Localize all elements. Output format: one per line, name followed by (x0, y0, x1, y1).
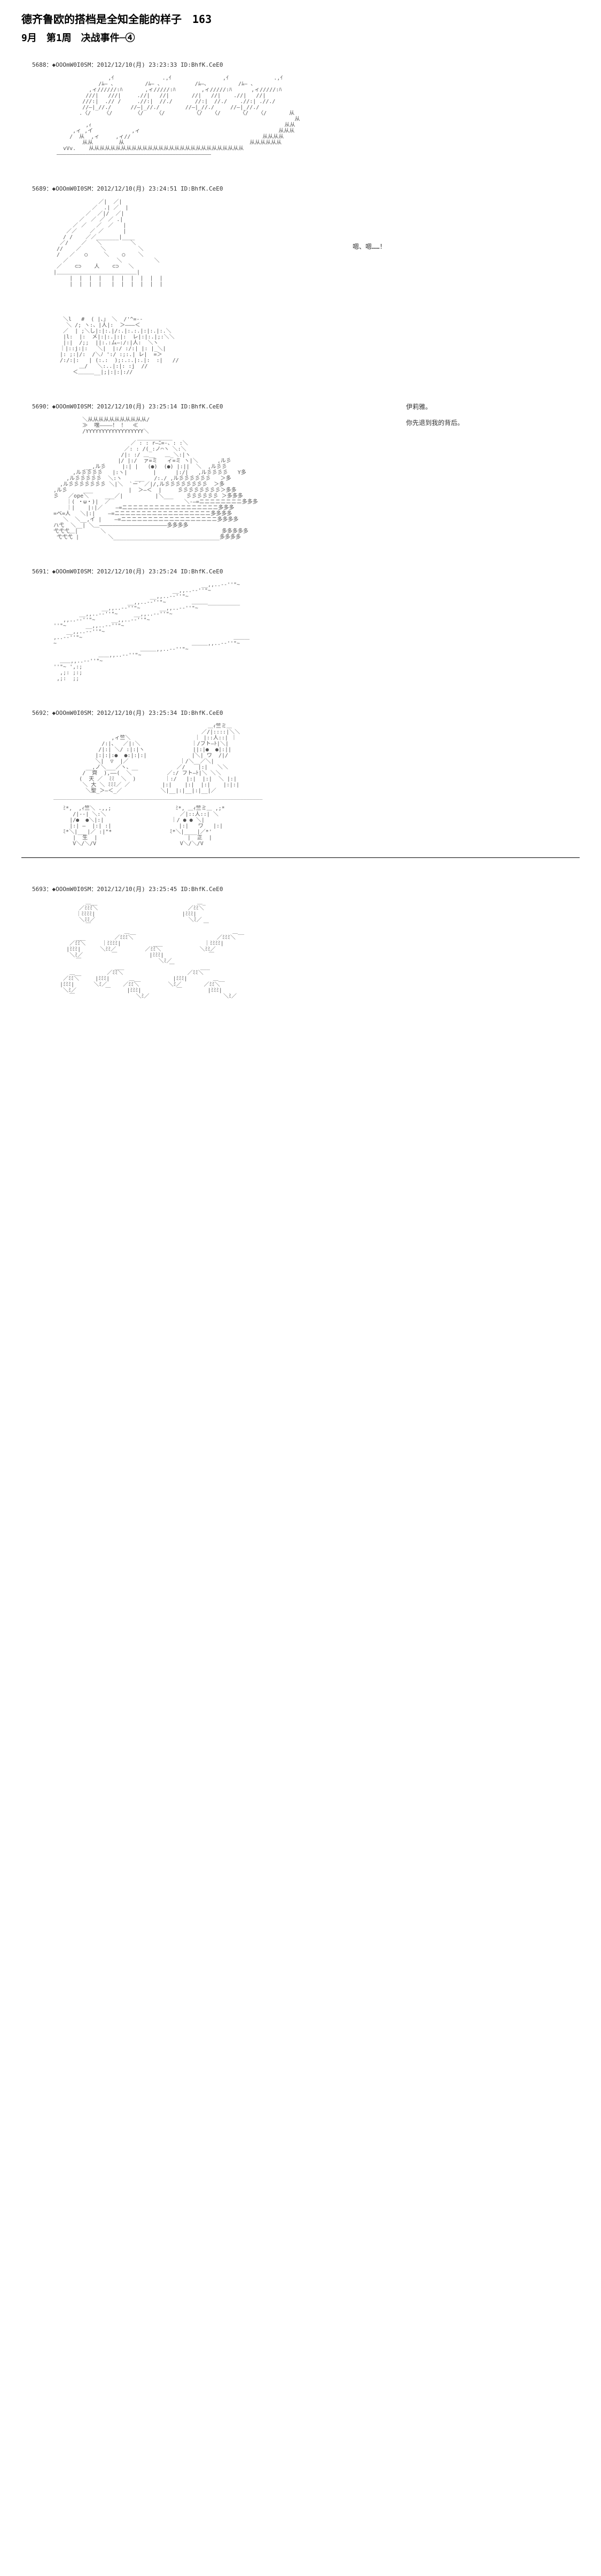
ascii-container: ／| ／| ／ .| ／ | ／ ／|/ ／| ／ ／ ／ ／ .| ／ ／ ／… (21, 199, 580, 375)
ascii-art: ＿ｨ竺ミ＿ ／/|::::|＼＼ ,ィ竺＼ ｜ |::人::| ｜ /:|、 ／… (21, 723, 580, 847)
ascii-art: __,,..-‐''"~ __,,..-‐''"~ __,,..-‐''"~ _… (21, 582, 580, 682)
ascii-container: __,,..-‐''"~ __,,..-‐''"~ __,,..-‐''"~ _… (21, 582, 580, 682)
post: 5692：◆OOOmW0I0SM：2012/12/10(月) 23:25:34 … (21, 708, 580, 858)
post: 5693：◆OOOmW0I0SM：2012/12/10(月) 23:25:45 … (21, 885, 580, 999)
post: 5690：◆OOOmW0I0SM：2012/12/10(月) 23:25:14 … (21, 402, 580, 540)
post: 5688：◆OOOmW0I0SM：2012/12/10(月) 23:23:33 … (21, 60, 580, 157)
ascii-container: ＿__ ＿_ ／ﾐﾐﾐ＼ ／ﾐﾐ＼ ｜ﾐﾐﾐﾐ| |ﾐﾐﾐ| ＼ﾐﾐ／ ＼ﾐ／ … (21, 900, 580, 999)
post: 5689：◆OOOmW0I0SM：2012/12/10(月) 23:24:51 … (21, 184, 580, 375)
ascii-art: ＼从从从从从从从从从从从/ ≫ 嘿――――！ ！ ≪ /YYYYYYYYYYYY… (21, 417, 580, 540)
post: 5691：◆OOOmW0I0SM：2012/12/10(月) 23:25:24 … (21, 567, 580, 682)
ascii-art: ＿__ ＿_ ／ﾐﾐﾐ＼ ／ﾐﾐ＼ ｜ﾐﾐﾐﾐ| |ﾐﾐﾐ| ＼ﾐﾐ／ ＼ﾐ／ … (21, 900, 580, 999)
ascii-art: ,ｲ .,ｲ ,ｲ .,ｲ /ﾑ― 、 /ﾑ― 、 /ﾑ―、 /ﾑ― 、 ,ィ/… (21, 75, 580, 157)
post-header: 5688：◆OOOmW0I0SM：2012/12/10(月) 23:23:33 … (21, 60, 580, 69)
post-header: 5690：◆OOOmW0I0SM：2012/12/10(月) 23:25:14 … (21, 402, 580, 411)
posts-container: 5688：◆OOOmW0I0SM：2012/12/10(月) 23:23:33 … (21, 60, 580, 999)
page-subtitle: 9月 第1周 决战事件─④ (21, 30, 580, 44)
ascii-container: ＼从从从从从从从从从从从/ ≫ 嘿――――！ ！ ≪ /YYYYYYYYYYYY… (21, 417, 580, 540)
divider-line (21, 857, 580, 858)
ascii-container: ＿ｨ竺ミ＿ ／/|::::|＼＼ ,ィ竺＼ ｜ |::人::| ｜ /:|、 ／… (21, 723, 580, 847)
ascii-container: ,ｲ .,ｲ ,ｲ .,ｲ /ﾑ― 、 /ﾑ― 、 /ﾑ―、 /ﾑ― 、 ,ィ/… (21, 75, 580, 157)
dialogue-text: 伊莉雅。 (406, 402, 432, 411)
ascii-art: ／| ／| ／ .| ／ | ／ ／|/ ／| ／ ／ ／ ／ .| ／ ／ ／… (21, 199, 580, 375)
dialogue-text: 嗯、嗯……！ (353, 242, 386, 251)
post-header: 5689：◆OOOmW0I0SM：2012/12/10(月) 23:24:51 … (21, 184, 580, 193)
page-title: 德齐鲁欧的搭档是全知全能的样子 163 (21, 11, 580, 26)
post-header: 5693：◆OOOmW0I0SM：2012/12/10(月) 23:25:45 … (21, 885, 580, 893)
post-header: 5692：◆OOOmW0I0SM：2012/12/10(月) 23:25:34 … (21, 708, 580, 717)
post-header: 5691：◆OOOmW0I0SM：2012/12/10(月) 23:25:24 … (21, 567, 580, 576)
